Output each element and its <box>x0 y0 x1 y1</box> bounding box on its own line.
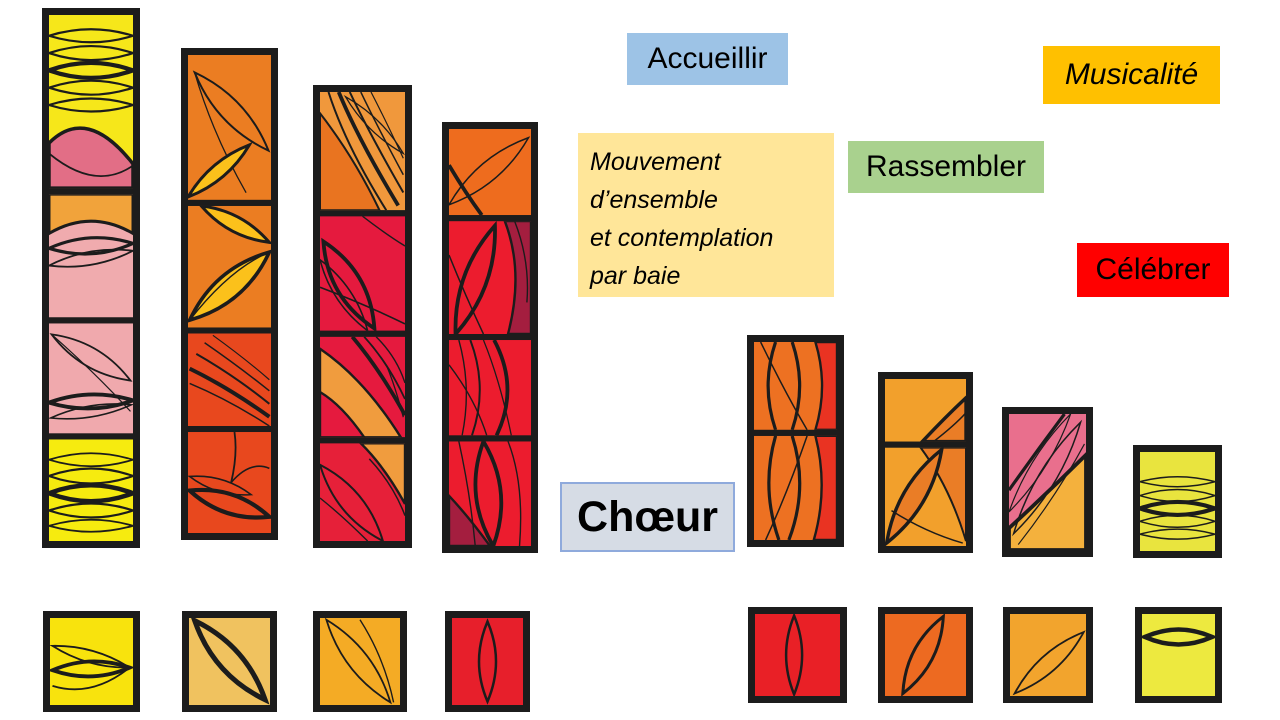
window-tall-4-pane-2 <box>449 221 531 335</box>
window-square-left-4 <box>445 611 530 712</box>
window-square-left-2 <box>182 611 277 712</box>
window-square-left-1-pane-1 <box>50 618 133 705</box>
window-tall-3-pane-1 <box>320 92 405 211</box>
window-tall-3 <box>313 85 412 548</box>
note-line: et contemplation <box>590 224 774 252</box>
window-square-right-3-pane-1 <box>1010 614 1086 696</box>
window-tall-2 <box>181 48 278 540</box>
window-medium-2-pane-2 <box>885 447 966 546</box>
window-tall-2-pane-1 <box>188 55 271 200</box>
window-tall-4-pane-3 <box>449 340 531 436</box>
window-tall-1-pane-1 <box>49 15 133 189</box>
window-medium-3 <box>1002 407 1093 557</box>
window-tall-4-pane-4 <box>449 441 531 547</box>
window-medium-3-pane-1 <box>1009 414 1086 550</box>
window-tall-2-pane-3 <box>188 333 271 427</box>
window-tall-1-pane-4 <box>49 439 133 541</box>
window-square-left-1 <box>43 611 140 712</box>
window-tall-2-pane-2 <box>188 205 271 328</box>
window-tall-4-pane-1 <box>449 129 531 216</box>
note-line: Mouvement <box>590 148 721 176</box>
note-line: par baie <box>590 262 681 290</box>
window-tall-1-pane-3 <box>49 323 133 434</box>
window-tall-3-pane-4 <box>320 443 405 541</box>
window-medium-2 <box>878 372 973 553</box>
window-square-right-2 <box>878 607 973 703</box>
label-accueillir: Accueillir <box>627 33 788 85</box>
window-tall-3-pane-3 <box>320 336 405 438</box>
window-medium-1-pane-1 <box>754 342 837 430</box>
window-square-left-2-pane-1 <box>189 618 270 705</box>
window-medium-2-pane-1 <box>885 379 966 442</box>
label-celebrer: Célébrer <box>1077 243 1229 297</box>
window-tall-4 <box>442 122 538 553</box>
window-tall-1-pane-2 <box>49 194 133 318</box>
window-medium-4-pane-1 <box>1140 452 1215 551</box>
note-line: d’ensemble <box>590 186 718 214</box>
window-medium-1 <box>747 335 844 547</box>
window-square-right-4 <box>1135 607 1222 703</box>
label-rassembler: Rassembler <box>848 141 1044 193</box>
label-musicalite: Musicalité <box>1043 46 1220 104</box>
window-square-left-3 <box>313 611 407 712</box>
window-tall-3-pane-2 <box>320 216 405 331</box>
window-square-left-4-pane-1 <box>452 618 523 705</box>
annotation-movement-note: Mouvement d’ensemble et contemplation pa… <box>578 133 834 297</box>
window-square-right-2-pane-1 <box>885 614 966 696</box>
window-square-right-4-pane-1 <box>1142 614 1215 696</box>
window-medium-1-pane-2 <box>754 435 837 540</box>
window-square-left-3-pane-1 <box>320 618 400 705</box>
window-square-right-1 <box>748 607 847 703</box>
window-tall-1 <box>42 8 140 548</box>
window-tall-2-pane-4 <box>188 432 271 533</box>
label-choeur: Chœur <box>560 482 735 552</box>
window-square-right-1-pane-1 <box>755 614 840 696</box>
window-medium-4 <box>1133 445 1222 558</box>
window-square-right-3 <box>1003 607 1093 703</box>
